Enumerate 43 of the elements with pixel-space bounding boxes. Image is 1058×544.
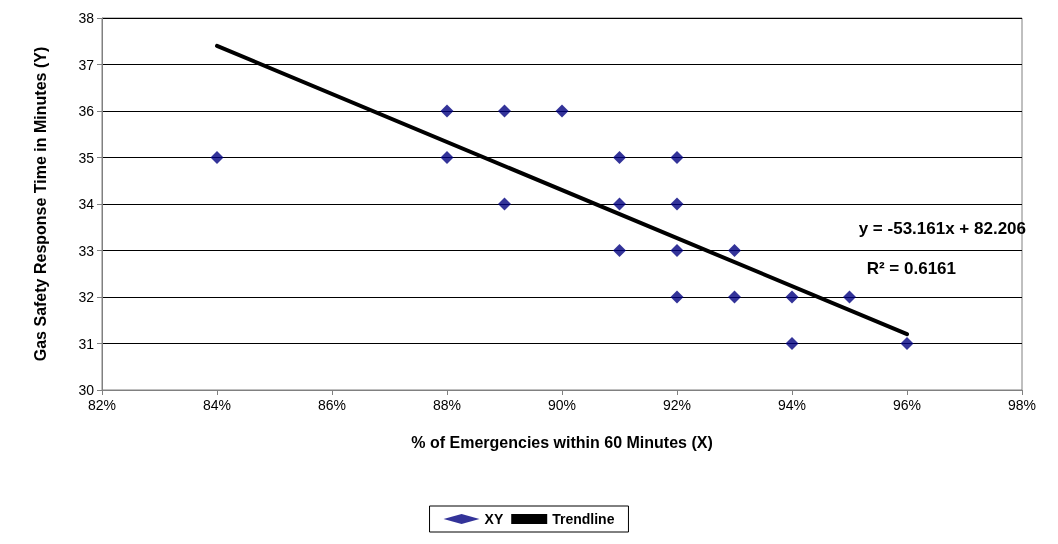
point: [670, 244, 684, 257]
y-tick-label: 37: [78, 56, 95, 73]
point: [498, 104, 511, 118]
point: [498, 197, 511, 211]
x-tick-label: 94%: [777, 397, 807, 413]
x-tick-label: 98%: [1007, 397, 1037, 413]
x-tick-label: 84%: [202, 397, 232, 413]
point: [728, 290, 741, 304]
y-tick-label: 33: [78, 242, 95, 259]
point: [670, 290, 684, 304]
point: [613, 197, 626, 211]
point: [900, 337, 914, 350]
y-tick-label: 32: [78, 289, 95, 305]
point: [670, 151, 684, 164]
y-tick-label: 35: [78, 149, 95, 166]
point: [210, 151, 224, 164]
x-tick-label: 82%: [87, 397, 117, 413]
y-tick-label: 31: [78, 335, 95, 352]
y-tick-label: 34: [78, 196, 95, 212]
y-tick-label: 30: [78, 382, 95, 398]
point: [785, 290, 799, 304]
x-axis-title: % of Emergencies within 60 Minutes (X): [411, 433, 713, 451]
point: [843, 290, 856, 304]
point: [785, 337, 799, 350]
y-tick-label: 38: [78, 10, 95, 26]
point: [670, 197, 684, 211]
y-tick-label: 36: [78, 103, 95, 119]
legend-label: Trendline: [552, 511, 615, 527]
point: [613, 151, 626, 164]
point: [440, 151, 454, 164]
annotation: R² = 0.6161: [866, 259, 956, 278]
x-tick-label: 86%: [317, 397, 347, 413]
x-tick-label: 92%: [662, 397, 692, 413]
point: [728, 244, 741, 257]
annotation: y = -53.161x + 82.206: [858, 219, 1026, 238]
x-tick-label: 88%: [432, 397, 462, 413]
point: [613, 244, 626, 257]
y-axis-title: Gas Safety Response Time in Minutes (Y): [31, 46, 49, 362]
x-tick-label: 90%: [547, 397, 577, 413]
x-tick-label: 96%: [892, 397, 922, 413]
point: [555, 104, 569, 118]
point: [440, 104, 454, 118]
legend-label: XY: [484, 511, 504, 527]
